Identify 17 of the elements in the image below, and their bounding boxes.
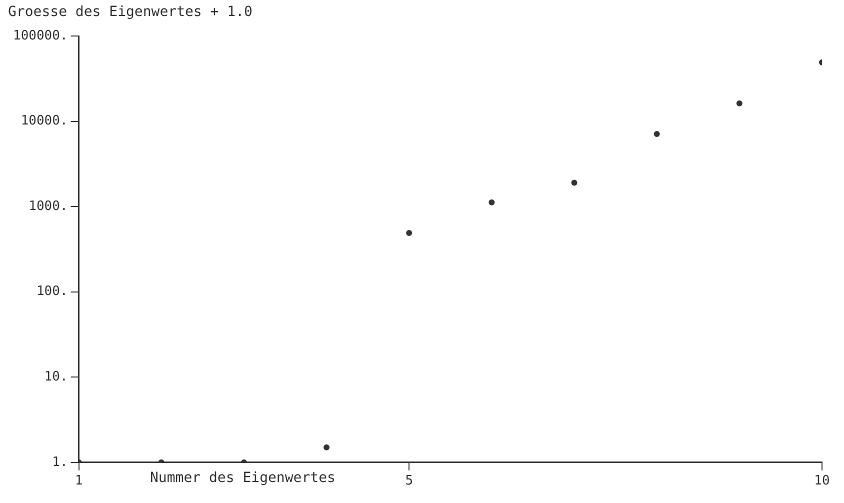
point — [571, 180, 578, 186]
y-tick-label: 1000. — [28, 198, 68, 214]
y-tick-label: 100000. — [12, 28, 68, 44]
y-tick-label: 1. — [52, 454, 68, 470]
x-tick-label: 1 — [74, 474, 83, 489]
point — [406, 230, 412, 236]
point — [654, 130, 660, 137]
y-tick-label: 10. — [44, 369, 68, 384]
point — [324, 444, 330, 450]
point — [736, 100, 742, 106]
y-tick-label: 100. — [36, 284, 68, 300]
x-tick-label: 5 — [405, 474, 414, 489]
x-tick-label: 10 — [814, 474, 830, 489]
point — [488, 199, 495, 206]
x-axis-title: Nummer des Eigenwertes — [150, 470, 336, 486]
y-axis-title: Groesse des Eigenwertes + 1.0 — [8, 4, 252, 20]
y-tick-label: 10000. — [20, 114, 68, 129]
